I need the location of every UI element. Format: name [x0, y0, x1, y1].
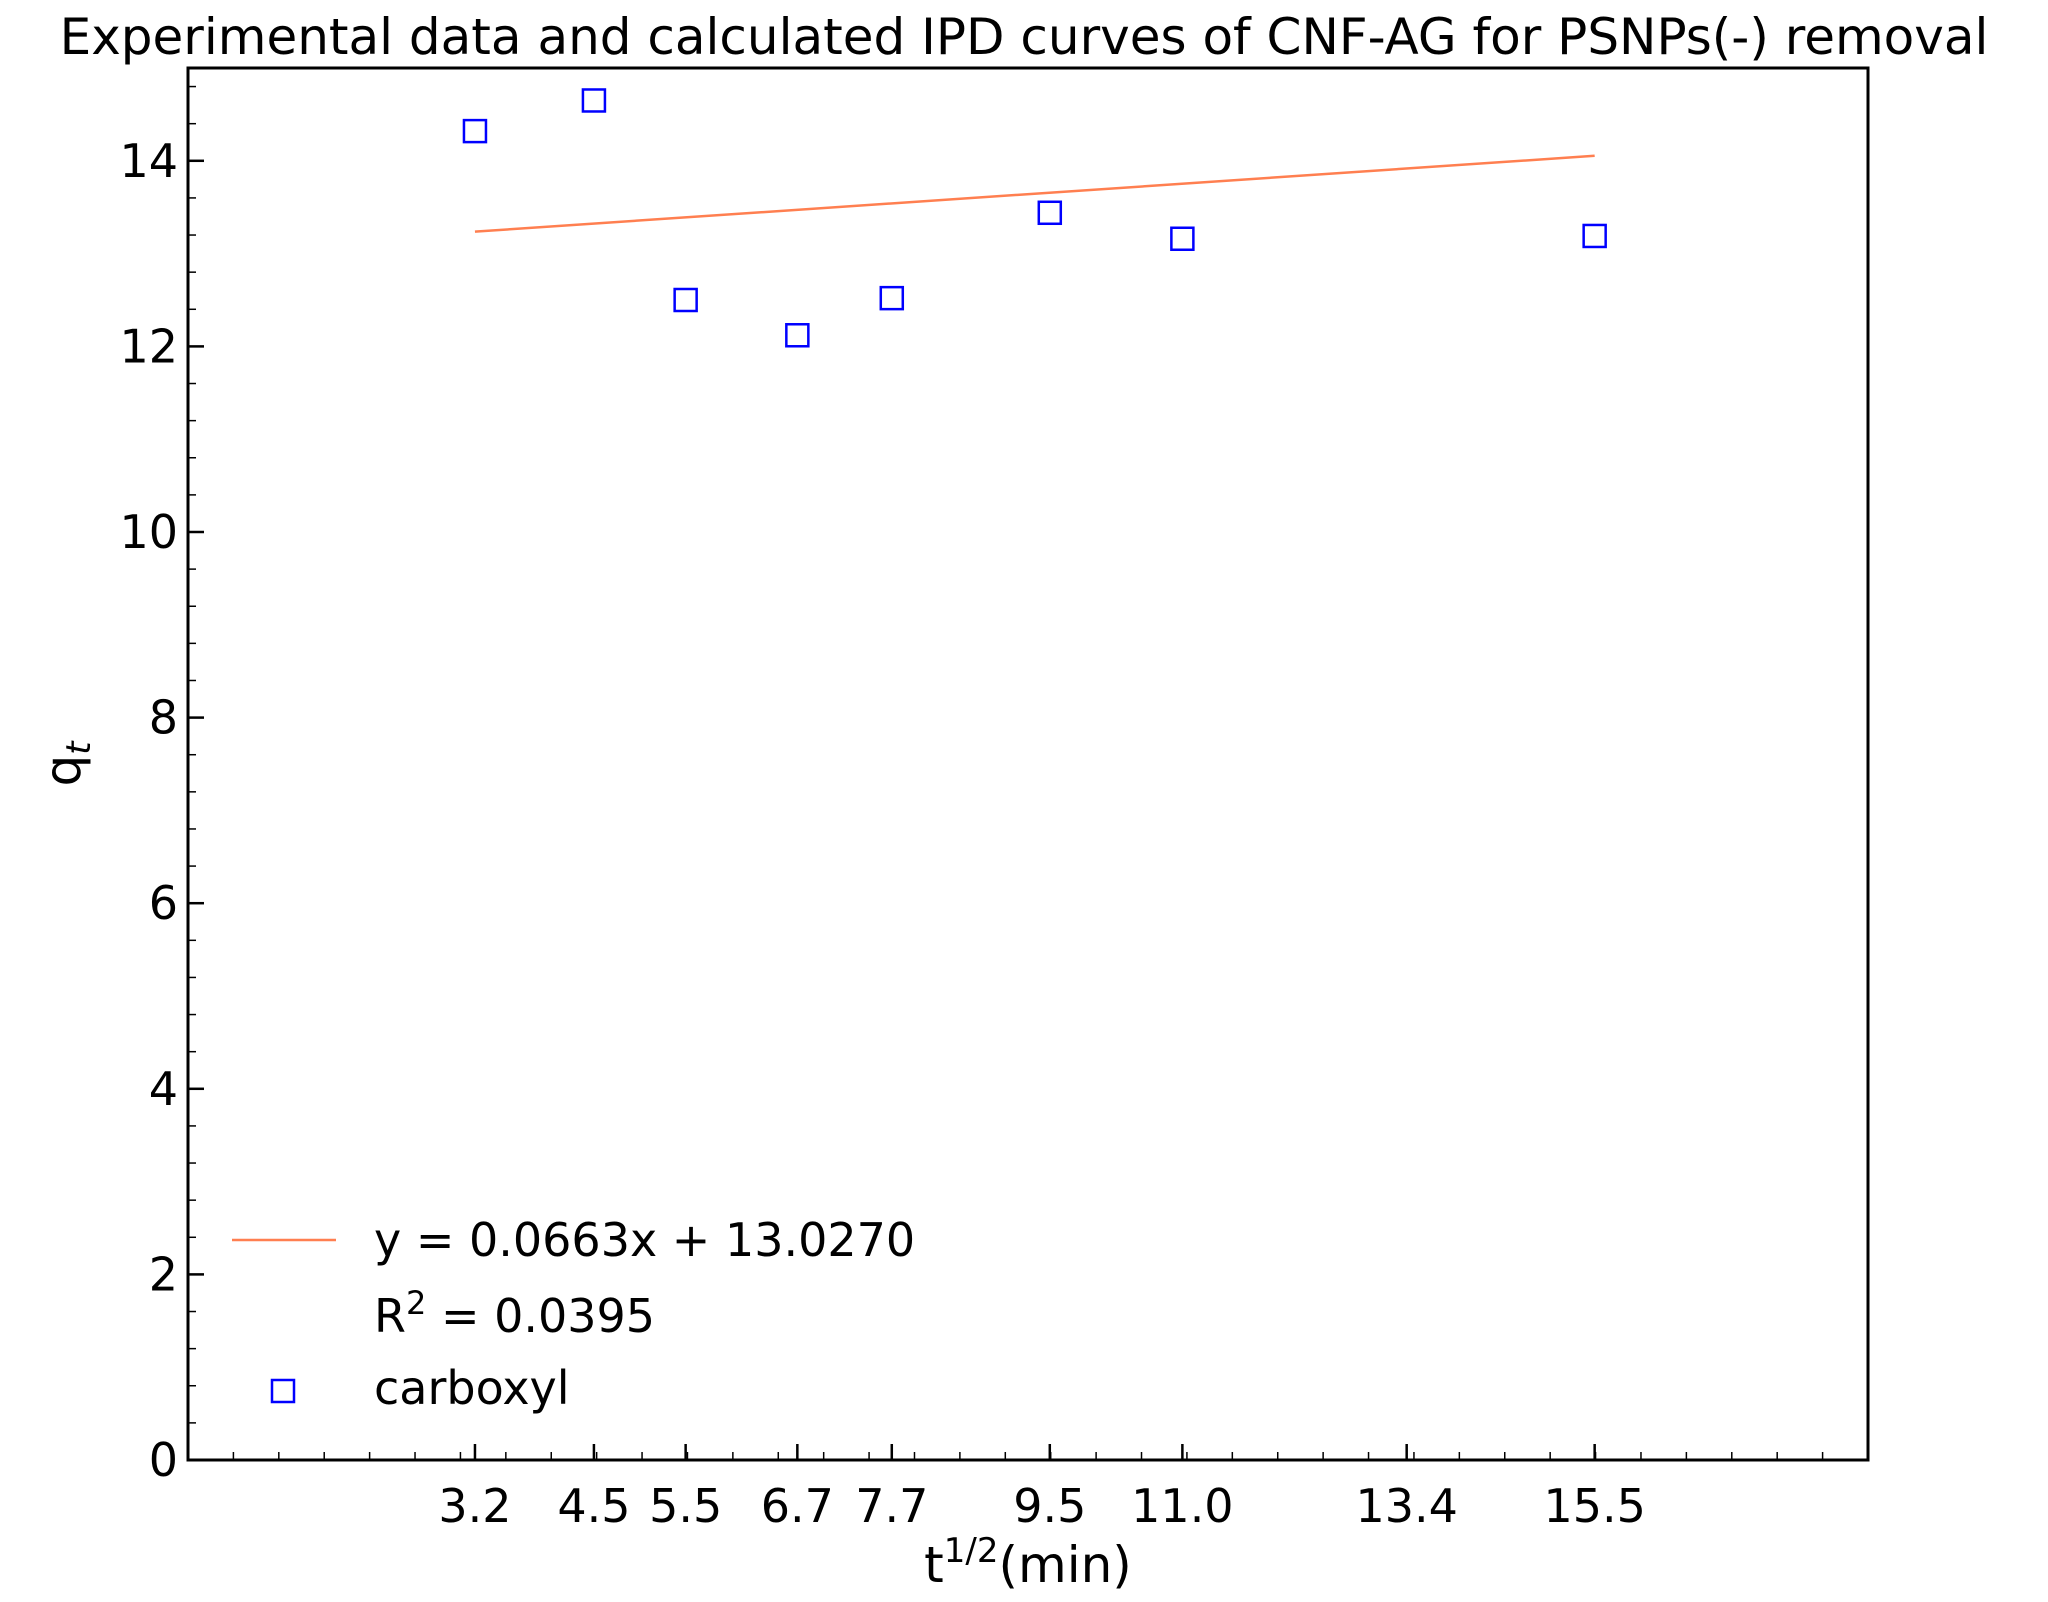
y-tick-label: 6	[149, 876, 178, 930]
scatter-point	[581, 88, 607, 113]
y-tick-label: 4	[149, 1062, 178, 1116]
legend-r2: R2 = 0.0395	[374, 1284, 655, 1343]
scatter-point	[1582, 223, 1607, 249]
x-tick-label: 4.5	[557, 1479, 630, 1533]
x-tick-label: 15.5	[1543, 1479, 1645, 1533]
fit-line	[474, 154, 1595, 233]
x-tick-label: 11.0	[1131, 1479, 1233, 1533]
x-axis-ticks: 3.2 4.5 5.5 6.7 7.7 9.5 11.0 13.4 15.5	[232, 1444, 1824, 1533]
y-tick-label: 8	[149, 691, 178, 745]
x-axis-label-superscript: 1/2	[944, 1531, 999, 1571]
y-tick-label: 0	[149, 1433, 178, 1487]
x-tick-label: 6.7	[761, 1479, 834, 1533]
x-axis-label: t1/2(min)	[924, 1531, 1132, 1594]
x-tick-label: 7.7	[855, 1479, 928, 1533]
scatter-series-carboxyl	[462, 88, 1607, 348]
x-tick-label: 13.4	[1355, 1479, 1457, 1533]
y-tick-label: 12	[119, 319, 178, 373]
y-axis-label: qt	[34, 740, 99, 787]
x-tick-label: 9.5	[1013, 1479, 1086, 1533]
legend: y = 0.0663x + 13.0270 R2 = 0.0395 carbox…	[232, 1213, 915, 1415]
x-axis-label-suffix: (min)	[999, 1536, 1132, 1594]
legend-r2-superscript: 2	[406, 1284, 426, 1322]
scatter-point	[879, 285, 905, 311]
y-axis-label-base: q	[34, 755, 92, 787]
y-tick-label: 10	[119, 505, 178, 559]
y-tick-label: 14	[119, 134, 178, 188]
legend-r2-value: = 0.0395	[426, 1289, 655, 1343]
legend-r2-label: R	[374, 1289, 406, 1343]
plot-area-frame	[186, 66, 1870, 1462]
y-axis-ticks: 0 2 4 6 8 10 12 14	[119, 85, 204, 1487]
legend-scatter-swatch	[270, 1378, 296, 1404]
x-tick-label: 5.5	[649, 1479, 722, 1533]
scatter-point	[673, 287, 698, 313]
scatter-point	[1037, 200, 1063, 226]
scatter-point	[785, 323, 810, 348]
legend-fit-equation: y = 0.0663x + 13.0270	[374, 1213, 915, 1267]
fit-line-series	[474, 154, 1595, 233]
x-tick-label: 3.2	[438, 1479, 511, 1533]
scatter-point	[1170, 226, 1195, 252]
x-axis-label-base: t	[924, 1536, 944, 1594]
chart-title: Experimental data and calculated IPD cur…	[60, 8, 1989, 66]
y-tick-label: 2	[149, 1247, 178, 1301]
legend-scatter-label: carboxyl	[374, 1361, 570, 1415]
y-axis-label-subscript: t	[59, 740, 99, 755]
scatter-point	[462, 118, 488, 144]
